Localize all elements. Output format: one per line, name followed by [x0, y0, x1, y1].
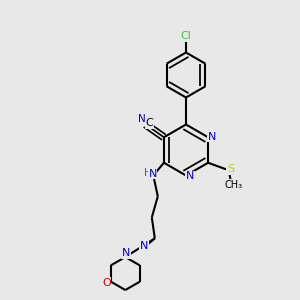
- Text: C: C: [145, 118, 153, 128]
- Text: S: S: [227, 164, 234, 174]
- Text: O: O: [102, 278, 111, 288]
- Text: N: N: [138, 114, 146, 124]
- Text: N: N: [148, 169, 157, 179]
- Text: N: N: [208, 132, 216, 142]
- Text: N: N: [122, 248, 130, 258]
- Text: Cl: Cl: [181, 31, 191, 41]
- Text: N: N: [140, 241, 148, 250]
- Text: N: N: [186, 171, 194, 181]
- Text: CH₃: CH₃: [224, 179, 242, 190]
- Text: H: H: [144, 168, 152, 178]
